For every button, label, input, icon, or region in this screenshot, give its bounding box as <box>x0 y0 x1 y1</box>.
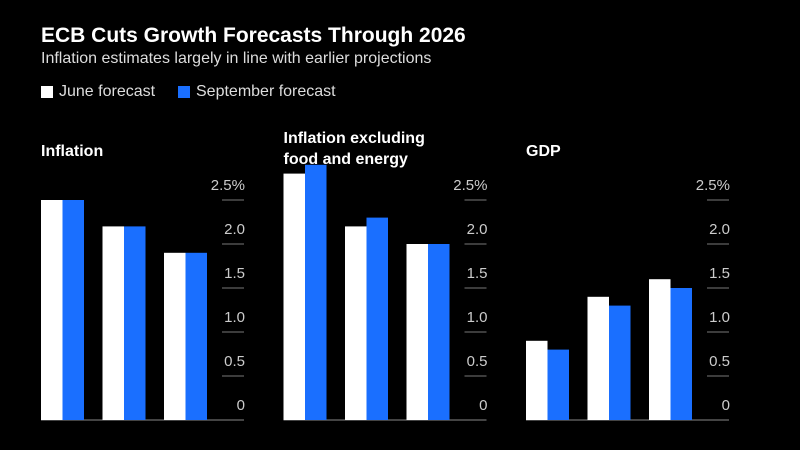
y-tick-label: 0.5 <box>709 353 730 370</box>
bar <box>185 252 207 420</box>
bar <box>366 217 388 420</box>
legend-swatch <box>41 86 53 98</box>
y-tick-label: 1.0 <box>467 309 488 326</box>
y-tick-label: 0 <box>237 397 245 414</box>
legend-item: June forecast <box>41 83 155 101</box>
bar <box>124 226 146 420</box>
bar <box>609 305 631 420</box>
legend-label: June forecast <box>59 83 156 100</box>
y-tick-label: 1.5 <box>709 265 730 282</box>
y-tick-label: 0.5 <box>467 353 488 370</box>
bar <box>428 244 450 420</box>
bar <box>345 226 367 420</box>
bar <box>283 173 305 420</box>
y-tick-label: 2.0 <box>224 221 245 238</box>
y-tick-label: 0 <box>722 397 730 414</box>
bar <box>526 340 548 420</box>
bar <box>62 200 84 420</box>
chart-title: ECB Cuts Growth Forecasts Through 2026 <box>41 24 466 47</box>
legend-swatch <box>178 86 190 98</box>
chart-subtitle: Inflation estimates largely in line with… <box>41 50 432 67</box>
bar <box>41 200 63 420</box>
y-tick-label: 0 <box>479 397 487 414</box>
panel-title: Inflation <box>41 143 104 160</box>
bar <box>102 226 124 420</box>
bar <box>547 349 569 420</box>
bar <box>305 164 327 420</box>
y-tick-label: 1.0 <box>224 309 245 326</box>
panel-title: Inflation excluding food and energy <box>283 130 425 168</box>
bar <box>164 252 186 420</box>
y-tick-label: 2.5% <box>696 177 730 194</box>
y-tick-label: 1.5 <box>467 265 488 282</box>
y-tick-label: 1.5 <box>224 265 245 282</box>
y-tick-label: 2.5% <box>211 177 245 194</box>
legend-label: September forecast <box>196 83 336 100</box>
y-tick-label: 2.5% <box>453 177 487 194</box>
bar <box>649 279 671 420</box>
y-tick-label: 0.5 <box>224 353 245 370</box>
bar <box>670 288 692 420</box>
y-tick-label: 2.0 <box>709 221 730 238</box>
legend-item: September forecast <box>178 83 336 101</box>
panel-title: GDP <box>526 143 561 160</box>
y-tick-label: 1.0 <box>709 309 730 326</box>
bar <box>587 296 609 420</box>
bar <box>406 244 428 420</box>
y-tick-label: 2.0 <box>467 221 488 238</box>
